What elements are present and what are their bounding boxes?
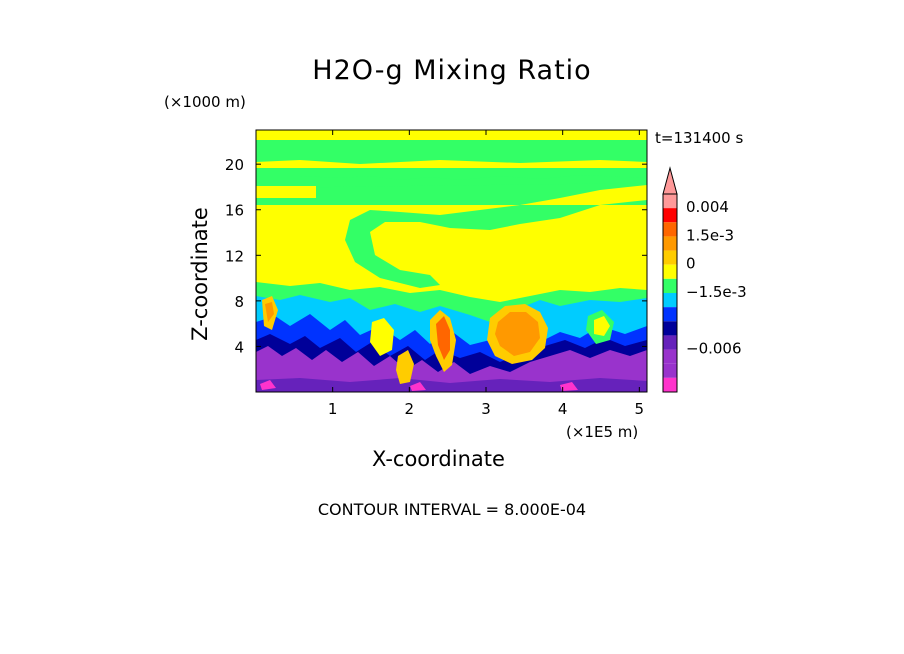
y-tick-label: 8	[234, 293, 244, 311]
left-plume-core	[265, 302, 274, 322]
y-axis-ticks: 4 8 12 16 20	[225, 156, 647, 356]
colorbar-tick-label: −0.006	[686, 340, 742, 358]
colorbar-segment	[663, 236, 677, 251]
x-tick-label: 1	[328, 400, 338, 418]
time-label: t=131400 s	[655, 129, 744, 147]
z-scale-label: (×1000 m)	[164, 93, 246, 111]
mixing-ratio-field	[256, 130, 647, 392]
dry-spots	[260, 380, 578, 391]
y-tick-label: 16	[225, 202, 244, 220]
colorbar-tick-label: −1.5e-3	[686, 283, 747, 301]
y-tick-label: 4	[234, 338, 244, 356]
plume-x4-5-core	[594, 316, 610, 336]
deep-purple-base	[256, 378, 647, 392]
x-tick-label: 4	[558, 400, 568, 418]
contour-interval-label: CONTOUR INTERVAL = 8.000E-04	[317, 500, 587, 519]
upper-green-band-3	[256, 175, 647, 188]
colorbar-tick-label: 0.004	[686, 198, 729, 216]
x-tick-label: 3	[481, 400, 491, 418]
y-tick-label: 12	[225, 247, 244, 265]
colorbar-segment	[663, 377, 677, 392]
plume-x2	[396, 350, 414, 384]
colorbar-segment	[663, 222, 677, 237]
chart-title: H2O-g Mixing Ratio	[312, 55, 592, 86]
colorbar-frame	[662, 193, 678, 393]
colorbar: 0.004 1.5e-3 0 −1.5e-3 −0.006	[662, 166, 747, 393]
colorbar-tick-label: 0	[686, 255, 696, 273]
colorbar-segment	[663, 307, 677, 322]
colorbar-segment	[663, 250, 677, 265]
colorbar-segment	[663, 208, 677, 223]
plot-frame	[255, 129, 648, 393]
colorbar-arrow	[662, 166, 678, 195]
colorbar-segment	[663, 349, 677, 364]
upper-yellow-gap	[256, 186, 316, 198]
narrow-plume-inner	[436, 316, 450, 360]
large-moist-plume-inner	[495, 312, 540, 356]
colorbar-segment	[663, 278, 677, 293]
colorbar-tick-label: 1.5e-3	[686, 226, 734, 244]
colorbar-segment	[663, 335, 677, 350]
x-axis-ticks: 1 2 3 4 5	[328, 130, 644, 418]
colorbar-segment	[663, 363, 677, 378]
x-scale-label: (×1E5 m)	[566, 423, 639, 441]
upper-green-band	[256, 140, 647, 164]
upper-green-band-2	[256, 168, 647, 288]
colorbar-segment	[663, 321, 677, 336]
y-tick-label: 20	[225, 156, 244, 174]
colorbar-segment	[663, 293, 677, 308]
x-tick-label: 2	[405, 400, 415, 418]
x-axis-label: X-coordinate	[372, 447, 505, 471]
colorbar-segment	[663, 264, 677, 279]
purple-layer	[256, 346, 647, 392]
x-tick-label: 5	[635, 400, 645, 418]
colorbar-segment	[663, 194, 677, 209]
plume-x1-8	[370, 318, 394, 356]
